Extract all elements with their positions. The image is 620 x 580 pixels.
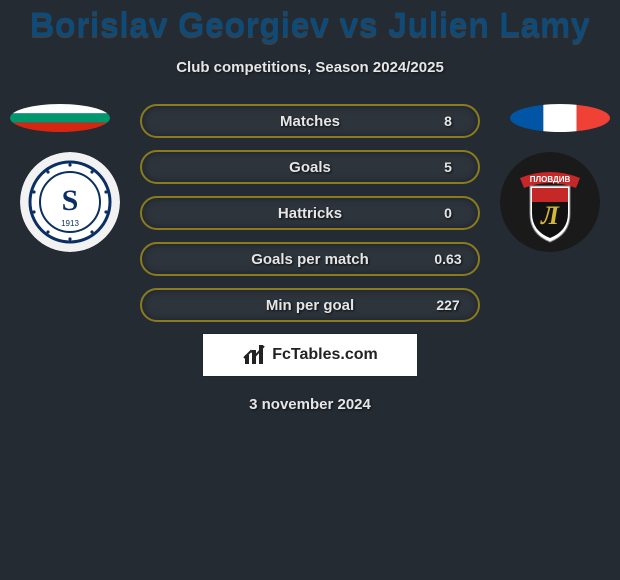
brand-badge[interactable]: FcTables.com [203,334,417,376]
date-label: 3 november 2024 [0,396,620,413]
stat-value-right: 8 [424,113,472,129]
club-crest-left: S 1913 [20,152,120,252]
stat-value-right: 0 [424,205,472,221]
stat-value-right: 227 [424,297,472,313]
stat-row-min-per-goal: Min per goal 227 [140,288,480,322]
brand-text: FcTables.com [272,346,378,364]
stat-row-goals-per-match: Goals per match 0.63 [140,242,480,276]
stat-row-goals: Goals 5 [140,150,480,184]
svg-text:Л: Л [540,201,560,230]
club-crest-right: ПЛОВДИВ Л [500,152,600,252]
subtitle: Club competitions, Season 2024/2025 [0,59,620,76]
stat-row-matches: Matches 8 [140,104,480,138]
stat-value-right: 0.63 [424,251,472,267]
svg-text:ПЛОВДИВ: ПЛОВДИВ [530,175,571,184]
stat-row-hattricks: Hattricks 0 [140,196,480,230]
svg-text:S: S [62,184,79,217]
stat-rows: Matches 8 Goals 5 Hattricks 0 Goals per … [140,104,480,322]
svg-text:1913: 1913 [61,219,79,228]
page-title: Borislav Georgiev vs Julien Lamy [0,0,620,45]
brand-logo-icon [242,343,266,367]
flag-right [510,104,610,132]
stat-value-right: 5 [424,159,472,175]
comparison-panel: S 1913 ПЛОВДИВ Л Matches 8 Goals 5 [0,104,620,413]
flag-left [10,104,110,132]
